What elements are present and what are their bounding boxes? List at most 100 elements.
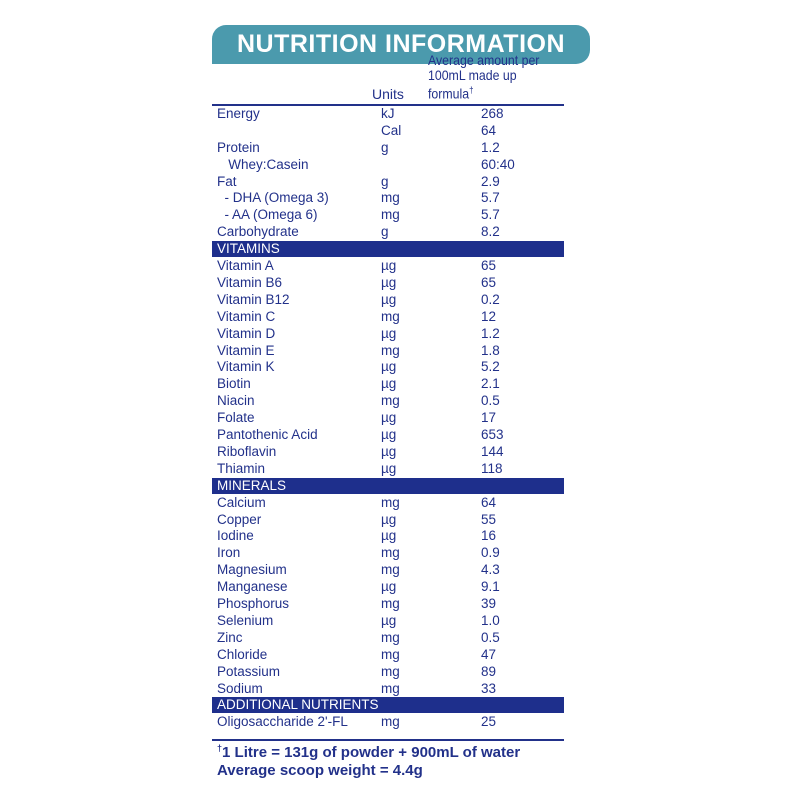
table-row: Iodine µg 16: [212, 528, 564, 545]
table-row: Pantothenic Acid µg 653: [212, 427, 564, 444]
amount: 25: [481, 714, 497, 730]
amount: 1.0: [481, 612, 500, 628]
unit: µg: [381, 612, 397, 628]
nutrient-name: Vitamin B12: [217, 291, 290, 307]
table-row: Oligosaccharide 2'-FL mg 25: [212, 714, 564, 731]
unit: g: [381, 173, 389, 189]
unit: mg: [381, 629, 400, 645]
table-row: Folate µg 17: [212, 410, 564, 427]
amount: 65: [481, 258, 497, 274]
table-row: Sodium mg 33: [212, 681, 564, 698]
amount: 55: [481, 511, 497, 527]
nutrient-name: Manganese: [217, 579, 288, 595]
unit: mg: [381, 190, 400, 206]
unit: µg: [381, 325, 397, 341]
amount: 16: [481, 528, 497, 544]
table-row: Protein g 1.2: [212, 140, 564, 157]
amount: 653: [481, 427, 504, 443]
nutrient-name: Selenium: [217, 612, 274, 628]
amount: 9.1: [481, 579, 500, 595]
unit: µg: [381, 528, 397, 544]
nutrient-name: - DHA (Omega 3): [217, 190, 329, 206]
unit: mg: [381, 663, 400, 679]
table-row: Selenium µg 1.0: [212, 613, 564, 630]
table-row: Cal 64: [212, 123, 564, 140]
amount: 8.2: [481, 224, 500, 240]
nutrient-name: Vitamin E: [217, 342, 275, 358]
amount: 0.9: [481, 545, 500, 561]
nutrient-name: Niacin: [217, 393, 255, 409]
nutrition-title-banner: NUTRITION INFORMATION: [212, 25, 590, 64]
amount: 5.7: [481, 207, 500, 223]
unit: µg: [381, 443, 397, 459]
table-row: Chloride mg 47: [212, 647, 564, 664]
table-header: Units Average amount per 100mL made up f…: [212, 53, 564, 106]
unit: mg: [381, 714, 400, 730]
unit: g: [381, 224, 389, 240]
amount: 118: [481, 460, 503, 476]
unit: mg: [381, 207, 400, 223]
units-header: Units: [372, 86, 404, 102]
amount: 268: [481, 106, 504, 121]
dagger-mark: †: [217, 743, 223, 753]
unit: µg: [381, 460, 397, 476]
amount: 64: [481, 122, 497, 138]
table-row: Vitamin E mg 1.8: [212, 343, 564, 360]
amount: 5.7: [481, 190, 500, 206]
table-row: Niacin mg 0.5: [212, 393, 564, 410]
unit: mg: [381, 308, 400, 324]
nutrient-name: Fat: [217, 173, 237, 189]
table-row: Carbohydrate g 8.2: [212, 224, 564, 241]
footnote: †1 Litre = 131g of powder + 900mL of wat…: [217, 739, 520, 780]
table-row: - DHA (Omega 3) mg 5.7: [212, 190, 564, 207]
unit: kJ: [381, 106, 395, 121]
section-header: ADDITIONAL NUTRIENTS: [212, 697, 564, 714]
table-row: Vitamin A µg 65: [212, 258, 564, 275]
table-row: Energy kJ 268: [212, 106, 564, 123]
table-row: Fat g 2.9: [212, 174, 564, 191]
unit: µg: [381, 275, 397, 291]
table-row: Vitamin B6 µg 65: [212, 275, 564, 292]
table-row: Zinc mg 0.5: [212, 630, 564, 647]
nutrient-name: Iodine: [217, 528, 254, 544]
nutrient-name: Vitamin K: [217, 359, 275, 375]
nutrient-name: - AA (Omega 6): [217, 207, 318, 223]
nutrient-name: Folate: [217, 410, 255, 426]
amount: 64: [481, 494, 497, 510]
unit: µg: [381, 291, 397, 307]
unit: µg: [381, 427, 397, 443]
nutrient-name: Sodium: [217, 680, 263, 696]
unit: g: [381, 139, 389, 155]
table-row: Iron mg 0.9: [212, 545, 564, 562]
table-row: Vitamin K µg 5.2: [212, 359, 564, 376]
table-row: Magnesium mg 4.3: [212, 562, 564, 579]
table-row: Vitamin B12 µg 0.2: [212, 292, 564, 309]
unit: µg: [381, 359, 397, 375]
nutrient-name: Iron: [217, 545, 241, 561]
footnote-line2: Average scoop weight = 4.4g: [217, 762, 423, 779]
nutrient-name: Calcium: [217, 494, 266, 510]
amount: 144: [481, 443, 504, 459]
nutrient-name: Chloride: [217, 646, 268, 662]
amount-header-line2: 100mL made up formula: [428, 67, 517, 102]
table-body: Energy kJ 268 Cal 64 Protein g 1.2 Whey:Casein 6…: [212, 106, 564, 731]
nutrient-name: Oligosaccharide 2'-FL: [217, 714, 348, 730]
nutrient-name: Copper: [217, 511, 262, 527]
bottom-rule: [212, 739, 564, 742]
amount: 0.5: [481, 629, 500, 645]
amount: 0.2: [481, 291, 500, 307]
nutrient-name: Vitamin C: [217, 308, 276, 324]
table-row: Vitamin C mg 12: [212, 309, 564, 326]
nutrient-name: Phosphorus: [217, 596, 290, 612]
amount: 4.3: [481, 562, 500, 578]
unit: µg: [381, 579, 397, 595]
unit: Cal: [381, 122, 402, 138]
amount: 2.9: [481, 173, 500, 189]
table-row: Vitamin D µg 1.2: [212, 326, 564, 343]
amount: 89: [481, 663, 497, 679]
unit: mg: [381, 342, 400, 358]
unit: mg: [381, 646, 400, 662]
unit: mg: [381, 596, 400, 612]
table-row: Potassium mg 89: [212, 664, 564, 681]
unit: µg: [381, 376, 397, 392]
